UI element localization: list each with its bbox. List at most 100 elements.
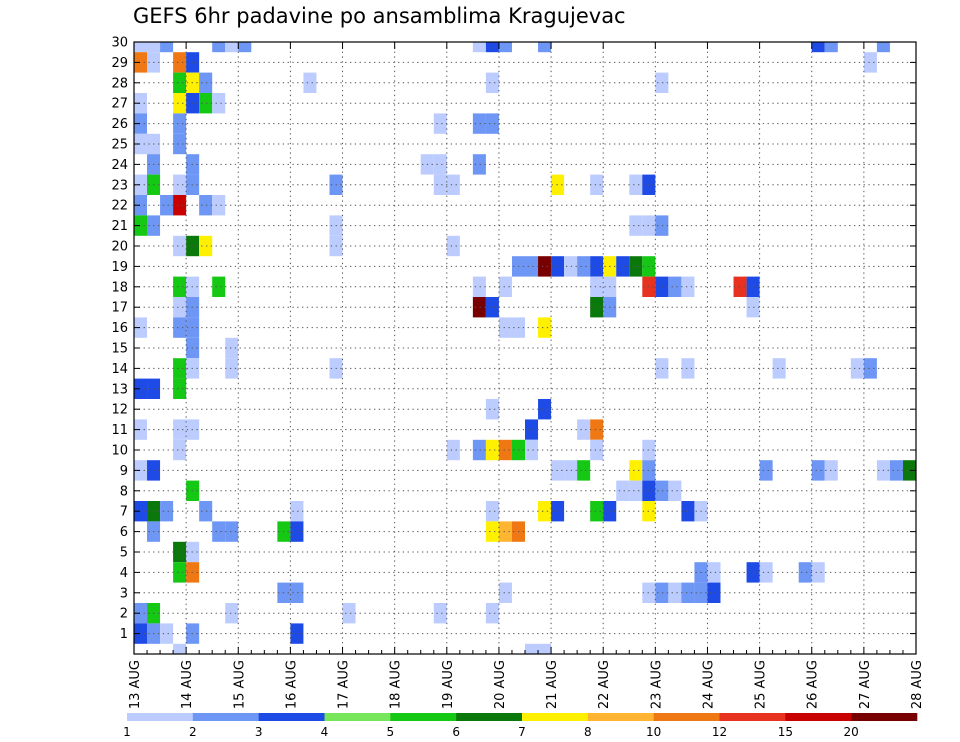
y-tick-label: 26: [111, 117, 128, 132]
y-tick-label: 5: [120, 546, 128, 561]
y-tick-label: 29: [111, 56, 128, 71]
heatmap-cell: [590, 297, 604, 318]
colorbar-swatch: [258, 713, 325, 721]
heatmap-cell: [225, 358, 239, 379]
heatmap-cell: [538, 399, 552, 420]
heatmap-cell: [616, 256, 630, 277]
colorbar-swatch: [456, 713, 523, 721]
colorbar-swatch: [653, 713, 720, 721]
heatmap-cell: [525, 256, 539, 277]
y-tick-label: 6: [120, 525, 128, 540]
heatmap-cell: [668, 276, 682, 297]
y-tick-label: 7: [120, 505, 128, 520]
heatmap-cell: [433, 154, 447, 175]
x-tick-label: 26 AUG: [806, 660, 821, 709]
heatmap-cell: [160, 501, 174, 522]
colorbar-label: 2: [189, 725, 197, 739]
heatmap-cell: [173, 93, 187, 114]
heatmap-cell: [485, 113, 499, 134]
heatmap-cell: [212, 195, 226, 216]
x-tick-label: 28 AUG: [910, 660, 925, 709]
heatmap-cell: [759, 562, 773, 583]
heatmap-cell: [746, 562, 760, 583]
colorbar-label: 5: [387, 725, 395, 739]
heatmap-cell: [590, 439, 604, 461]
heatmap-cell: [446, 235, 460, 257]
colorbar-label: 6: [452, 725, 460, 739]
heatmap-cell: [616, 480, 630, 501]
heatmap-cell: [134, 501, 148, 522]
heatmap-cell: [577, 419, 591, 440]
heatmap-cell: [498, 317, 512, 338]
heatmap-cell: [485, 297, 499, 318]
heatmap-cell: [564, 460, 578, 481]
y-tick-label: 8: [120, 484, 128, 499]
heatmap-cell: [472, 154, 486, 175]
heatmap-cell: [498, 582, 512, 603]
x-tick-label: 25 AUG: [754, 660, 769, 709]
heatmap-cell: [668, 582, 682, 603]
heatmap-cell: [290, 582, 304, 603]
heatmap-cell: [225, 337, 239, 359]
heatmap-cell: [134, 52, 148, 73]
heatmap-cell: [655, 358, 669, 379]
heatmap-cell: [538, 317, 552, 338]
heatmap-cell: [134, 378, 148, 399]
heatmap-cell: [746, 276, 760, 297]
y-tick-label: 19: [111, 260, 128, 275]
heatmap-cell: [681, 276, 695, 297]
x-tick-label: 15 AUG: [232, 660, 247, 709]
heatmap-cell: [173, 297, 187, 318]
heatmap-cell: [811, 562, 825, 583]
heatmap-cell: [681, 501, 695, 522]
heatmap-cell: [173, 358, 187, 379]
heatmap-cell: [199, 501, 213, 522]
grid-layer: [134, 42, 916, 654]
heatmap-cell: [681, 582, 695, 603]
heatmap-cell: [173, 52, 187, 73]
heatmap-cell: [134, 215, 148, 236]
heatmap-cell: [173, 541, 187, 563]
y-tick-label: 21: [111, 219, 128, 234]
heatmap-cell: [472, 439, 486, 461]
colorbar-label: 15: [778, 725, 793, 739]
heatmap-cell: [173, 562, 187, 583]
heatmap-cell: [173, 113, 187, 134]
x-tick-label: 13 AUG: [128, 660, 143, 709]
heatmap-cell: [173, 419, 187, 440]
chart-title: GEFS 6hr padavine po ansamblima Kragujev…: [133, 4, 626, 28]
heatmap-cell: [629, 480, 643, 501]
heatmap-cell: [498, 521, 512, 542]
heatmap-cell: [147, 42, 161, 53]
heatmap-cell: [876, 42, 890, 53]
heatmap-cell: [590, 419, 604, 440]
x-tick-label: 24 AUG: [701, 660, 716, 709]
heatmap-cell: [433, 113, 447, 134]
x-tick-label: 14 AUG: [180, 660, 195, 709]
heatmap-cell: [199, 72, 213, 93]
y-tick-label: 13: [111, 382, 128, 397]
y-tick-label: 30: [111, 36, 128, 51]
heatmap-cell: [681, 358, 695, 379]
colorbar-swatch: [192, 713, 259, 721]
colorbar-swatch: [587, 713, 654, 721]
y-tick-label: 3: [120, 586, 128, 601]
heatmap-cell: [199, 93, 213, 114]
cells-layer: [134, 42, 916, 654]
heatmap-cell: [173, 174, 187, 195]
colorbar-swatch: [522, 713, 589, 721]
heatmap-cell: [629, 460, 643, 481]
heatmap-cell: [238, 42, 252, 53]
heatmap-cell: [173, 235, 187, 257]
colorbar-label: 7: [518, 725, 526, 739]
heatmap-cell: [850, 358, 864, 379]
heatmap-cell: [564, 256, 578, 277]
colorbar-label: 3: [255, 725, 263, 739]
y-tick-label: 25: [111, 138, 128, 153]
heatmap-cell: [212, 93, 226, 114]
heatmap-cell: [173, 133, 187, 155]
heatmap-cell: [655, 72, 669, 93]
y-tick-label: 24: [111, 158, 128, 173]
heatmap-cell: [134, 623, 148, 644]
